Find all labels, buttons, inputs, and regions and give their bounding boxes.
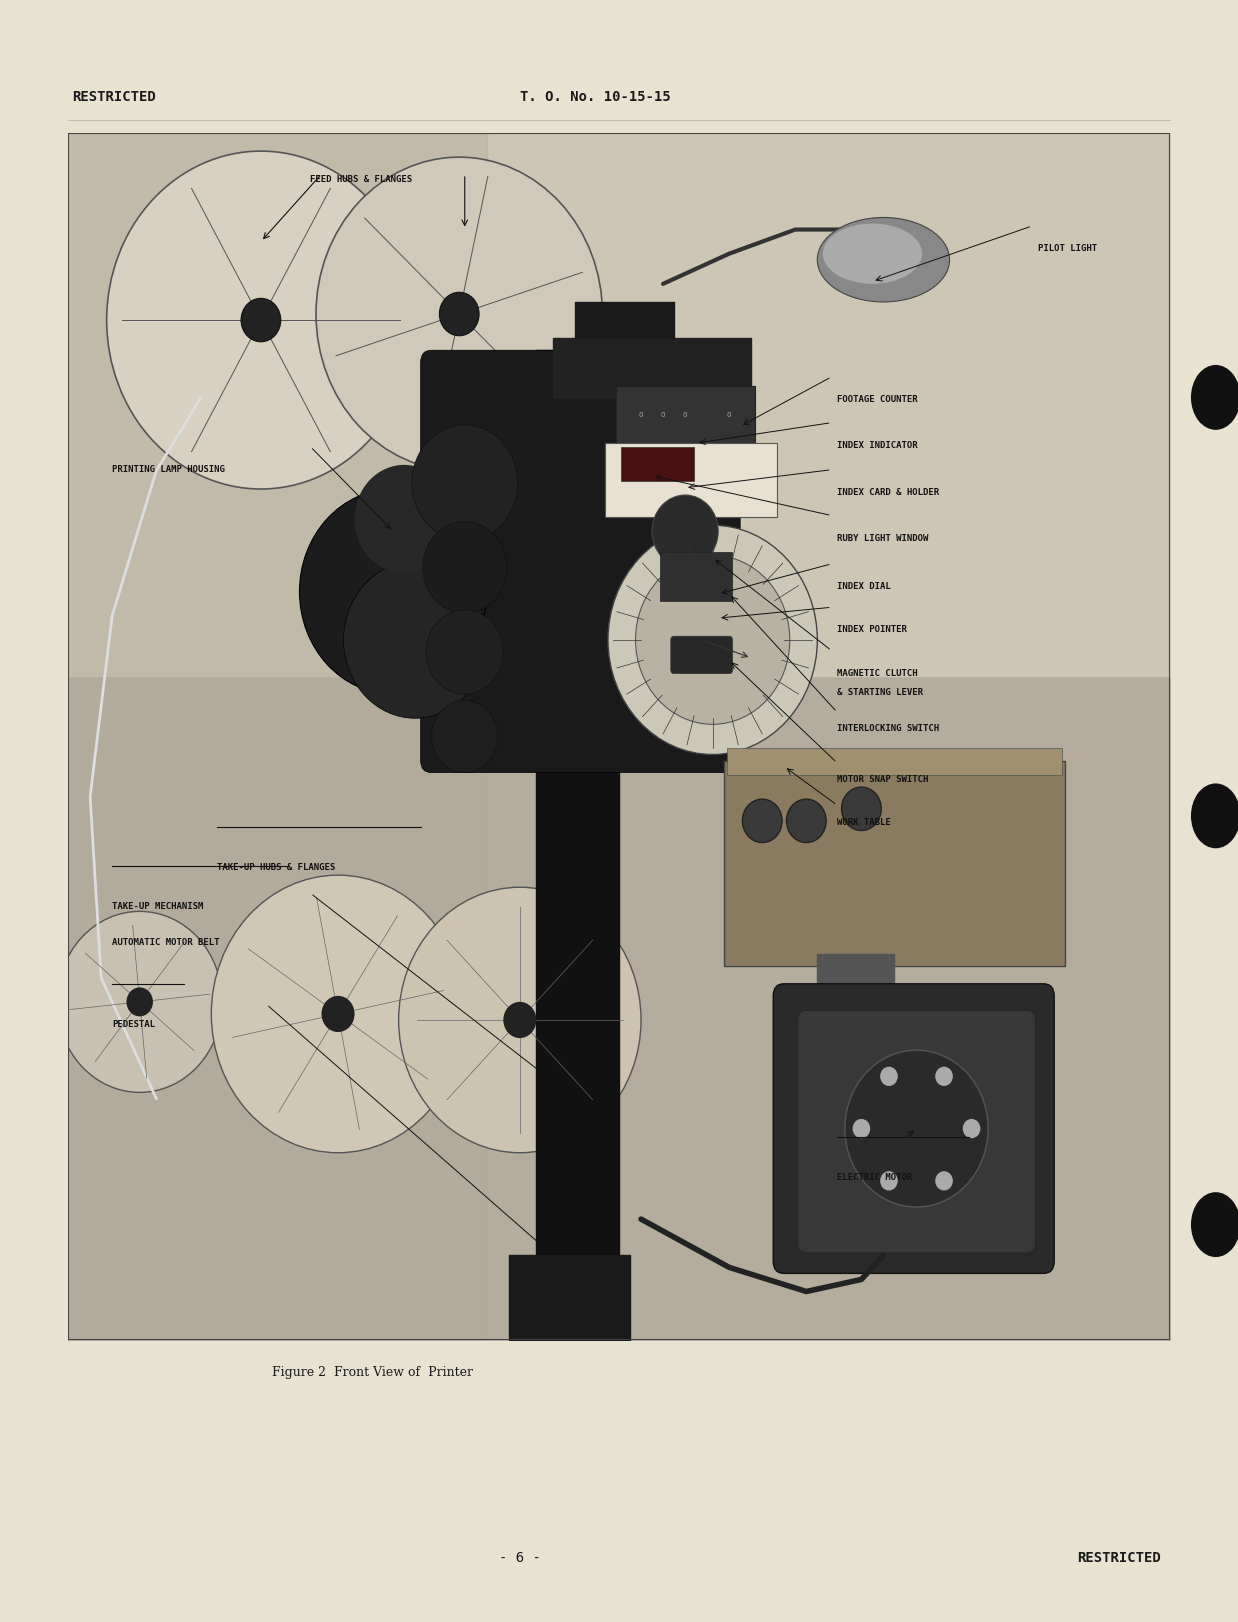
Circle shape [432, 701, 498, 772]
Circle shape [1191, 1192, 1238, 1257]
Circle shape [212, 876, 464, 1153]
Text: INDEX INDICATOR: INDEX INDICATOR [837, 441, 917, 449]
Circle shape [439, 292, 479, 336]
FancyBboxPatch shape [421, 350, 740, 772]
Text: RUBY LIGHT WINDOW: RUBY LIGHT WINDOW [837, 534, 928, 543]
Circle shape [126, 988, 154, 1017]
Circle shape [786, 800, 826, 842]
Circle shape [853, 1119, 870, 1139]
Text: INTERLOCKING SWITCH: INTERLOCKING SWITCH [837, 725, 940, 733]
Circle shape [1191, 783, 1238, 848]
Text: INDEX CARD & HOLDER: INDEX CARD & HOLDER [837, 488, 940, 496]
Circle shape [635, 555, 790, 725]
Text: RESTRICTED: RESTRICTED [1077, 1551, 1161, 1565]
Circle shape [322, 996, 354, 1032]
Text: Figure 2  Front View of  Printer: Figure 2 Front View of Printer [272, 1366, 473, 1379]
Text: AUTOMATIC MOTOR BELT: AUTOMATIC MOTOR BELT [113, 938, 219, 947]
Text: WORK TABLE: WORK TABLE [837, 819, 891, 827]
Text: RESTRICTED: RESTRICTED [72, 91, 156, 104]
Circle shape [423, 522, 506, 613]
Circle shape [241, 298, 281, 342]
Circle shape [300, 488, 487, 694]
Text: INDEX DIAL: INDEX DIAL [837, 582, 891, 590]
Text: MAGNETIC CLUTCH: MAGNETIC CLUTCH [837, 668, 917, 678]
Circle shape [935, 1067, 953, 1087]
Text: - 6 -: - 6 - [499, 1551, 541, 1565]
Circle shape [844, 1049, 988, 1207]
Circle shape [842, 787, 881, 830]
Text: PILOT LIGHT: PILOT LIGHT [1037, 243, 1097, 253]
Text: PRINTING LAMP HOUSING: PRINTING LAMP HOUSING [113, 466, 225, 474]
FancyBboxPatch shape [774, 985, 1055, 1273]
FancyBboxPatch shape [724, 761, 1065, 965]
FancyBboxPatch shape [797, 1011, 1035, 1252]
Text: MOTOR SNAP SWITCH: MOTOR SNAP SWITCH [837, 775, 928, 783]
FancyBboxPatch shape [660, 551, 733, 602]
Circle shape [412, 425, 517, 540]
Circle shape [1191, 365, 1238, 430]
Ellipse shape [817, 217, 950, 302]
FancyBboxPatch shape [604, 443, 776, 517]
Text: ELECTRIC MOTOR: ELECTRIC MOTOR [837, 1173, 912, 1182]
Circle shape [652, 495, 718, 568]
FancyBboxPatch shape [621, 446, 695, 480]
Text: TAKE-UP HUBS & FLANGES: TAKE-UP HUBS & FLANGES [217, 863, 335, 873]
Text: INDEX POINTER: INDEX POINTER [837, 626, 907, 634]
Circle shape [935, 1171, 953, 1191]
Circle shape [608, 526, 817, 754]
Circle shape [354, 466, 453, 574]
Text: 0: 0 [683, 412, 687, 418]
Text: 0: 0 [727, 412, 732, 418]
Circle shape [343, 561, 487, 719]
Circle shape [504, 1002, 536, 1038]
Circle shape [880, 1067, 898, 1087]
Text: 0: 0 [661, 412, 665, 418]
Circle shape [963, 1119, 980, 1139]
Circle shape [316, 157, 603, 470]
Text: FEED HUBS & FLANGES: FEED HUBS & FLANGES [311, 175, 412, 185]
Text: T. O. No. 10-15-15: T. O. No. 10-15-15 [520, 91, 671, 104]
Circle shape [426, 610, 504, 694]
Text: TAKE-UP MECHANISM: TAKE-UP MECHANISM [113, 902, 203, 910]
Circle shape [399, 887, 641, 1153]
Circle shape [743, 800, 782, 842]
Text: FOOTAGE COUNTER: FOOTAGE COUNTER [837, 394, 917, 404]
Circle shape [880, 1171, 898, 1191]
Ellipse shape [823, 224, 922, 284]
Circle shape [57, 912, 223, 1092]
Circle shape [106, 151, 415, 488]
Text: 0: 0 [639, 412, 644, 418]
Text: & STARTING LEVER: & STARTING LEVER [837, 688, 924, 697]
FancyBboxPatch shape [615, 386, 754, 444]
Text: PEDESTAL: PEDESTAL [113, 1020, 155, 1028]
FancyBboxPatch shape [671, 636, 733, 673]
FancyBboxPatch shape [727, 748, 1062, 775]
